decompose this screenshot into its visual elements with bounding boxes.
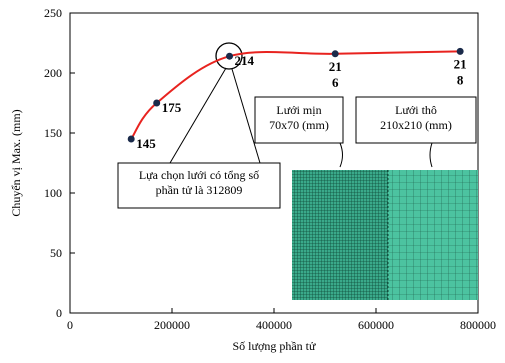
value-label: 175 xyxy=(162,100,182,115)
y-tick-label: 150 xyxy=(44,126,62,140)
x-tick-label: 0 xyxy=(67,318,73,332)
point xyxy=(226,53,233,60)
point xyxy=(128,136,135,143)
value-label: 145 xyxy=(136,136,156,151)
y-tick-label: 250 xyxy=(44,6,62,20)
y-tick-label: 0 xyxy=(56,306,62,320)
y-tick-label: 200 xyxy=(44,66,62,80)
y-tick-label: 50 xyxy=(50,246,62,260)
y-axis-title: Chuyển vị Max. (mm) xyxy=(9,109,23,216)
point xyxy=(332,50,339,57)
x-tick-label: 800000 xyxy=(460,318,496,332)
value-label: 214 xyxy=(235,53,255,68)
y-tick-label: 100 xyxy=(44,186,62,200)
x-tick-label: 400000 xyxy=(256,318,292,332)
x-tick-label: 600000 xyxy=(358,318,394,332)
x-axis-title: Số lượng phần tử xyxy=(232,339,316,353)
point xyxy=(457,48,464,55)
chart: Lựa chọn lưới có tổng sốphần tử là 31280… xyxy=(0,0,505,363)
x-tick-label: 200000 xyxy=(154,318,190,332)
mesh-image xyxy=(292,170,478,300)
point xyxy=(153,100,160,107)
